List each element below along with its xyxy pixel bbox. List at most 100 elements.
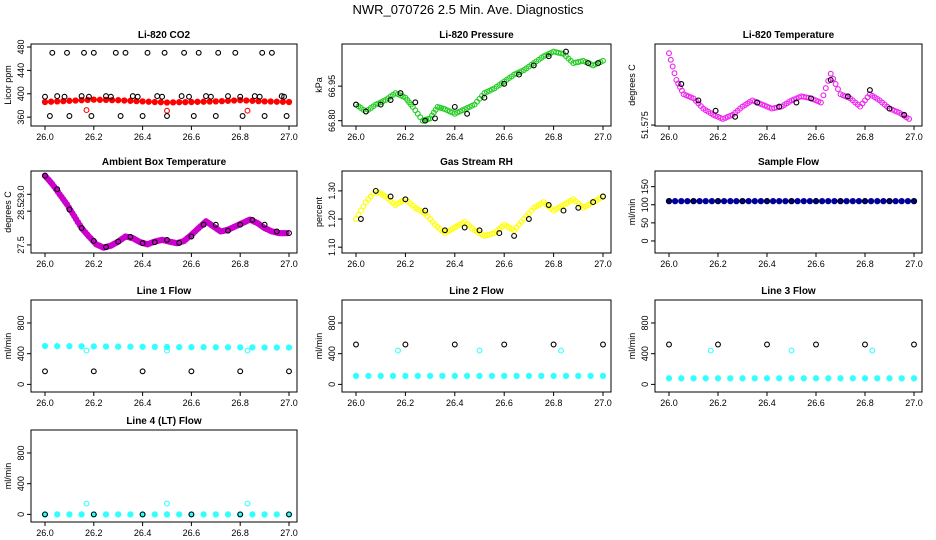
data-point [429,112,435,119]
data-point [808,95,815,102]
data-point [195,49,202,56]
chart-title: Gas Stream RH [440,157,513,168]
data-point [244,347,251,354]
series-main [353,187,606,239]
y-tick-label: 480 [16,39,26,54]
data-point [102,343,110,350]
data-point [365,372,372,380]
data-point [377,101,384,108]
data-point [763,375,771,382]
data-point [151,343,158,351]
x-tick-label: 26.2 [397,259,415,269]
data-point [54,98,61,105]
data-point [720,197,728,205]
data-point [733,197,740,205]
data-point [835,86,841,93]
data-point [188,368,195,375]
series-reference [353,48,602,124]
y-axis-label: Licor ppm [3,65,13,105]
data-point [587,372,594,380]
data-point [402,341,409,348]
y-axis-label: ml/min [3,333,13,360]
series-reference [666,341,917,348]
chart-4: Ambient Box Temperature 26.0 26.2 26.4 26.6 2… [3,157,298,269]
data-point [702,197,709,205]
data-point [206,98,213,105]
data-point [513,372,520,380]
data-point [776,197,783,205]
data-point [139,98,146,105]
data-point [904,197,912,205]
data-point [286,368,292,375]
data-point [261,344,268,351]
data-point [176,99,183,106]
data-point [880,197,887,205]
y-tick-label: 0 [640,382,650,387]
data-point [78,511,85,518]
data-point [818,197,826,205]
plot-frame [341,170,612,254]
data-point [560,207,567,214]
data-point [463,372,471,380]
y-tick-label: 400 [16,346,26,361]
data-point [600,341,606,348]
data-point [585,60,592,67]
series-main [353,48,606,124]
y-axis-label: degrees C [627,64,637,106]
y-tick-label: 0 [16,382,26,387]
data-point [898,375,905,382]
data-point [273,511,280,518]
plot-frame [654,43,923,127]
x-tick-label: 26.8 [231,132,249,142]
data-point [357,216,364,222]
data-point [273,228,280,235]
data-point [590,199,597,206]
x-tick-label: 26.2 [397,398,415,408]
data-point [54,342,61,350]
data-point [237,368,244,375]
series-main [666,50,913,122]
data-point [278,93,285,100]
y-axis-label: percent [314,196,324,227]
data-point [164,113,170,119]
data-point [702,375,709,382]
data-point [684,197,691,205]
data-point [782,197,789,205]
data-point [422,207,429,214]
data-point [224,511,232,518]
plot-frame [654,299,923,393]
x-tick-label: 26.0 [347,132,365,142]
data-point [757,197,765,205]
x-tick-label: 26.4 [134,528,152,538]
data-point [862,198,868,205]
data-point [727,197,734,205]
data-point [66,511,73,518]
data-point [66,343,73,350]
plot-frame [30,429,298,523]
data-point [837,375,844,382]
data-point [78,97,85,104]
x-tick-label: 26.6 [807,259,825,269]
data-point [764,341,770,348]
data-point [825,197,832,205]
plot-frame [341,43,612,127]
y-tick-label: 27.5 [16,236,26,254]
data-point [362,108,369,115]
data-point [422,117,429,124]
data-point [285,344,293,351]
x-tick-label: 26.4 [758,398,776,408]
data-point [127,343,134,350]
series-highlight [83,347,251,354]
series-highlight [395,347,564,354]
data-point [207,93,214,100]
data-point [200,511,207,518]
data-point [42,368,48,375]
data-point [671,70,678,77]
data-point [395,347,401,354]
data-point [678,197,685,205]
data-point [169,99,177,106]
data-point [283,113,290,119]
data-point [212,511,219,518]
x-tick-label: 26.8 [231,259,249,269]
data-point [727,375,734,382]
